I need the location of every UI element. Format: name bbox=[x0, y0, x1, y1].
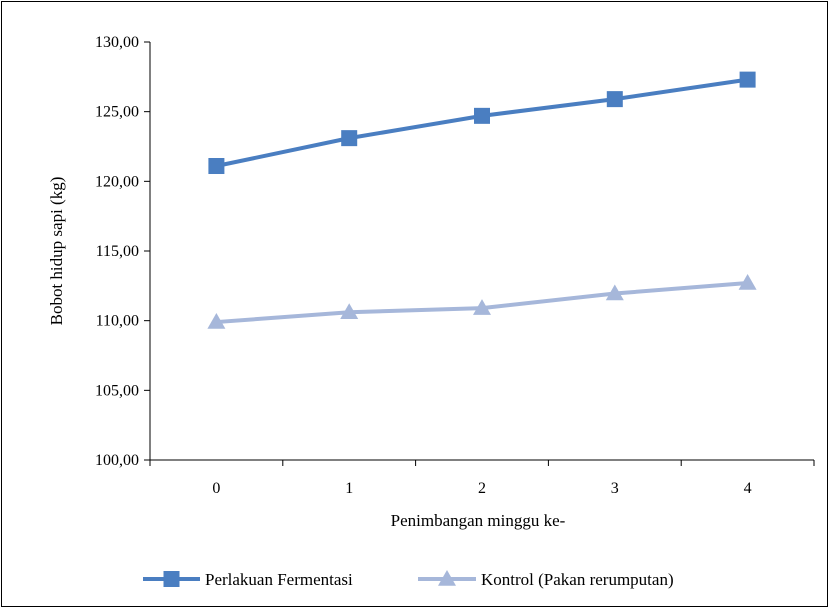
x-axis-ticks: 0 1 2 3 4 bbox=[149, 460, 815, 497]
y-axis-ticks: 100,00 105,00 110,00 115,00 120,00 125,00 130,… bbox=[95, 34, 150, 469]
y-tick-label: 100,00 bbox=[95, 452, 139, 469]
legend-swatch-marker bbox=[163, 571, 180, 587]
y-tick-label: 120,00 bbox=[95, 173, 139, 190]
data-point bbox=[738, 274, 757, 290]
data-point bbox=[340, 303, 359, 320]
legend: Perlakuan Fermentasi Kontrol (Pakan reru… bbox=[143, 570, 674, 589]
legend-label: Kontrol (Pakan rerumputan) bbox=[481, 570, 674, 589]
series-layer bbox=[207, 71, 757, 329]
x-tick-label: 4 bbox=[744, 480, 752, 497]
y-axis-title: Bobot hidup sapi (kg) bbox=[47, 177, 66, 326]
x-axis-title: Penimbangan minggu ke- bbox=[391, 511, 566, 530]
legend-item-perlakuan-fermentasi: Perlakuan Fermentasi bbox=[143, 570, 353, 589]
y-tick-label: 130,00 bbox=[95, 34, 139, 51]
y-tick-label: 115,00 bbox=[96, 243, 139, 260]
data-point bbox=[473, 299, 491, 315]
legend-swatch-marker bbox=[438, 570, 456, 586]
y-tick-label: 110,00 bbox=[96, 313, 139, 330]
data-point bbox=[207, 313, 226, 329]
y-tick-label: 125,00 bbox=[95, 104, 139, 121]
y-tick-label: 105,00 bbox=[95, 382, 139, 399]
data-point bbox=[739, 71, 756, 88]
x-tick-label: 0 bbox=[212, 480, 220, 497]
data-point bbox=[606, 91, 623, 108]
data-point bbox=[341, 130, 358, 147]
series-kontrol bbox=[207, 274, 757, 329]
series-perlakuan-fermentasi bbox=[208, 71, 756, 175]
x-tick-label: 1 bbox=[345, 480, 353, 497]
legend-label: Perlakuan Fermentasi bbox=[205, 570, 353, 589]
x-tick-label: 2 bbox=[478, 480, 486, 497]
legend-item-kontrol: Kontrol (Pakan rerumputan) bbox=[418, 570, 674, 589]
x-tick-label: 3 bbox=[611, 480, 619, 497]
data-point bbox=[474, 107, 490, 124]
data-point bbox=[208, 158, 225, 175]
data-point bbox=[605, 284, 624, 301]
